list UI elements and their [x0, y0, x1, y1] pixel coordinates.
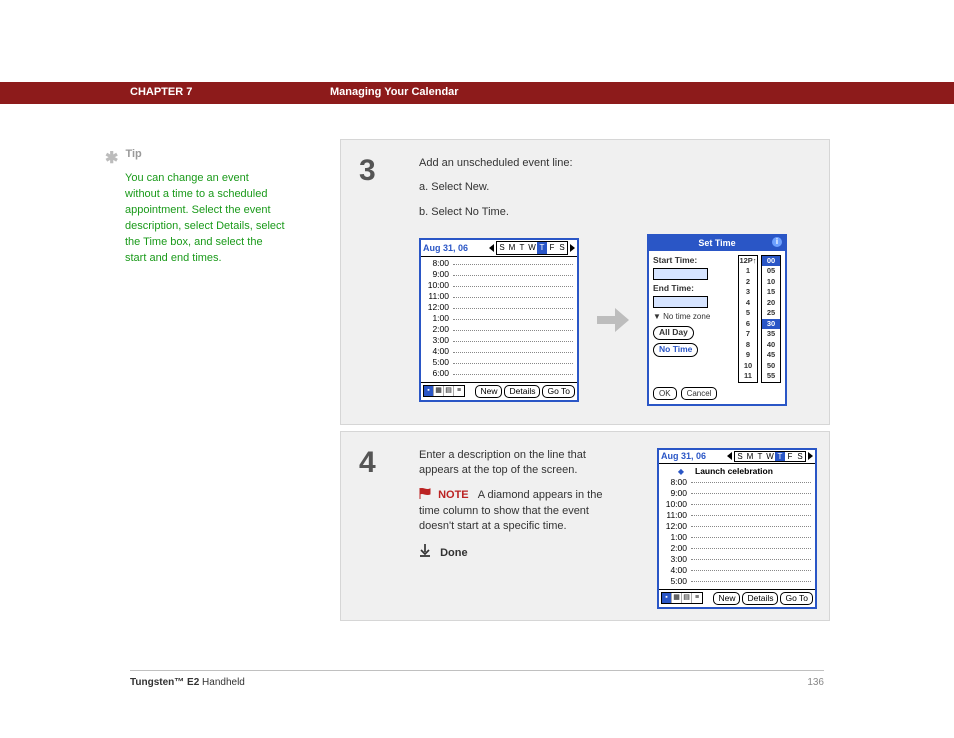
time-row: 1:00	[425, 314, 573, 325]
dayview-screenshot: Aug 31, 06 SMTWTFS 8:009:0010:0011:0012:…	[419, 238, 579, 401]
time-row: 10:00	[425, 281, 573, 292]
time-row: 8:00	[425, 259, 573, 270]
dayview-date: Aug 31, 06	[423, 242, 468, 255]
goto-button[interactable]: Go To	[780, 592, 813, 605]
timezone-selector[interactable]: ▼ No time zone	[653, 311, 735, 322]
allday-button[interactable]: All Day	[653, 326, 694, 340]
chapter-header: CHAPTER 7 Managing Your Calendar	[0, 82, 954, 104]
time-row: 3:00	[425, 336, 573, 347]
page-number: 136	[807, 677, 824, 688]
end-time-label: End Time:	[653, 283, 735, 295]
time-row: 12:00	[663, 521, 811, 532]
details-button[interactable]: Details	[742, 592, 778, 605]
time-row: 3:00	[663, 554, 811, 565]
step-number: 4	[359, 448, 419, 602]
step-4-body: Enter a description on the line that app…	[419, 448, 619, 602]
prev-day-icon[interactable]	[727, 452, 732, 460]
page-footer: Tungsten™ E2 Handheld 136	[130, 670, 824, 688]
start-time-label: Start Time:	[653, 255, 735, 267]
step3-b: b. Select No Time.	[419, 205, 811, 220]
settime-screenshot: Set Time i Start Time: End Time: ▼ No ti…	[647, 234, 787, 406]
done-row: Done	[419, 544, 619, 563]
time-row: 8:00	[663, 477, 811, 488]
dayview-bottombar: ▪▦▤≡ New Details Go To	[659, 589, 815, 607]
time-row: 10:00	[663, 499, 811, 510]
step3-intro: Add an unscheduled event line:	[419, 156, 811, 171]
details-button[interactable]: Details	[504, 385, 540, 398]
untimed-event-row: ◆ Launch celebration	[663, 466, 811, 477]
day-strip[interactable]: SMTWTFS	[496, 241, 568, 254]
prev-day-icon[interactable]	[489, 244, 494, 252]
dayview-titlebar: Aug 31, 06 SMTWTFS	[421, 240, 577, 256]
dayview-with-event-screenshot: Aug 31, 06 SMTWTFS ◆ Launch celebration …	[657, 448, 817, 609]
start-time-field[interactable]	[653, 268, 708, 280]
diamond-icon: ◆	[678, 467, 684, 476]
time-row: 12:00	[425, 303, 573, 314]
asterisk-icon: ✱	[105, 148, 118, 168]
step-3-box: 3 Add an unscheduled event line: a. Sele…	[340, 139, 830, 425]
done-arrow-icon	[419, 544, 431, 563]
chapter-title: Managing Your Calendar	[330, 86, 459, 98]
tip-body: You can change an event without a time t…	[125, 171, 285, 267]
hour-picker[interactable]: 12P↑1234567891011	[738, 255, 758, 383]
next-day-icon[interactable]	[808, 452, 813, 460]
new-button[interactable]: New	[475, 385, 502, 398]
step4-note: NOTE A diamond appears in the time colum…	[419, 488, 619, 535]
time-row: 9:00	[663, 488, 811, 499]
info-icon[interactable]: i	[772, 237, 782, 247]
dayview-titlebar: Aug 31, 06 SMTWTFS	[659, 450, 815, 464]
notime-button[interactable]: No Time	[653, 343, 698, 357]
next-day-icon[interactable]	[570, 244, 575, 252]
time-row: 1:00	[663, 532, 811, 543]
dayview-bottombar: ▪▦▤≡ New Details Go To	[421, 382, 577, 400]
step-3-body: Add an unscheduled event line: a. Select…	[419, 156, 811, 406]
note-flag-icon	[419, 488, 431, 504]
view-switcher[interactable]: ▪▦▤≡	[423, 385, 465, 397]
settime-title: Set Time i	[649, 236, 785, 251]
step4-body: Enter a description on the line that app…	[419, 448, 619, 479]
dayview-date: Aug 31, 06	[661, 451, 706, 461]
view-switcher[interactable]: ▪▦▤≡	[661, 592, 703, 604]
time-row: 6:00	[425, 369, 573, 380]
cancel-button[interactable]: Cancel	[681, 387, 718, 400]
time-row: 2:00	[663, 543, 811, 554]
event-title[interactable]: Launch celebration	[695, 466, 773, 476]
time-row: 4:00	[425, 347, 573, 358]
tip-label: Tip	[125, 148, 141, 160]
step-4-box: 4 Enter a description on the line that a…	[340, 431, 830, 621]
ok-button[interactable]: OK	[653, 387, 677, 400]
product-name: Tungsten™ E2 Handheld	[130, 677, 245, 688]
chapter-label: CHAPTER 7	[130, 86, 192, 98]
time-column: ◆ Launch celebration 8:009:0010:0011:001…	[659, 464, 815, 589]
done-label: Done	[440, 547, 468, 559]
step3-screenshots: Aug 31, 06 SMTWTFS 8:009:0010:0011:0012:…	[419, 234, 811, 406]
goto-button[interactable]: Go To	[542, 385, 575, 398]
main-column: 3 Add an unscheduled event line: a. Sele…	[340, 139, 830, 627]
new-button[interactable]: New	[713, 592, 740, 605]
time-column: 8:009:0010:0011:0012:001:002:003:004:005…	[421, 257, 577, 382]
day-strip[interactable]: SMTWTFS	[734, 451, 806, 462]
time-row: 4:00	[663, 565, 811, 576]
time-row: 5:00	[663, 576, 811, 587]
minute-picker[interactable]: 000510152025303540455055	[761, 255, 781, 383]
step3-a: a. Select New.	[419, 180, 811, 195]
time-row: 5:00	[425, 358, 573, 369]
note-label: NOTE	[438, 489, 469, 501]
time-row: 11:00	[663, 510, 811, 521]
arrow-right-icon	[595, 306, 631, 334]
end-time-field[interactable]	[653, 296, 708, 308]
tip-sidebar: ✱ Tip You can change an event without a …	[105, 148, 285, 267]
time-row: 2:00	[425, 325, 573, 336]
time-row: 9:00	[425, 270, 573, 281]
step-number: 3	[359, 156, 419, 406]
time-row: 11:00	[425, 292, 573, 303]
